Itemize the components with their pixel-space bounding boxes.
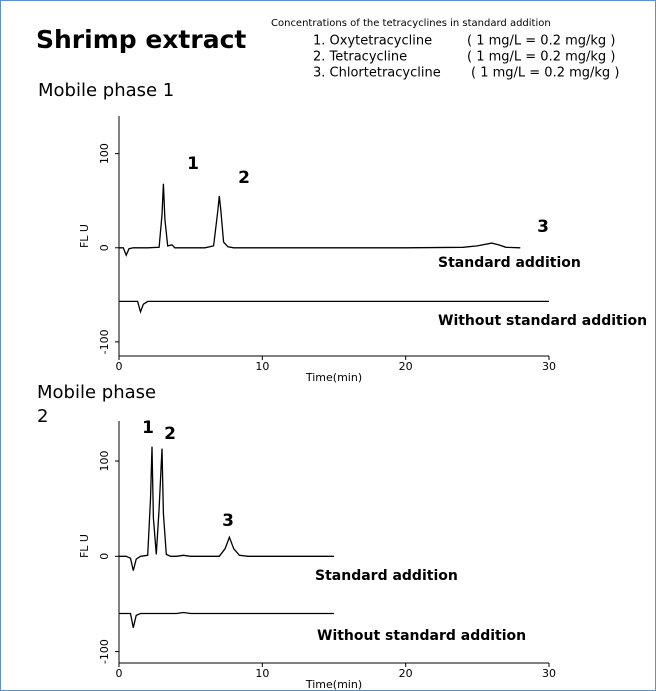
x-tick-label: 30 bbox=[542, 360, 556, 373]
compound-conc: ( 1 mg/L = 0.2 mg/kg ) bbox=[467, 34, 615, 49]
y-tick-label: 0 bbox=[98, 553, 111, 560]
peak-label: 3 bbox=[537, 217, 549, 237]
x-axis-label: Time(min) bbox=[305, 371, 362, 384]
compound-conc: ( 1 mg/L = 0.2 mg/kg ) bbox=[471, 66, 619, 81]
y-tick-label: 0 bbox=[98, 244, 111, 251]
x-tick-label: 10 bbox=[255, 360, 269, 373]
y-tick-label: 100 bbox=[98, 451, 111, 472]
peak-label: 2 bbox=[164, 424, 176, 444]
x-axis-label: Time(min) bbox=[305, 678, 362, 690]
y-axis-label: FL U bbox=[78, 534, 91, 558]
series-label: Without standard addition bbox=[317, 628, 526, 644]
peak-label: 1 bbox=[187, 154, 199, 174]
y-tick-label: -100 bbox=[98, 329, 111, 354]
figure-title: Shrimp extract bbox=[36, 25, 246, 54]
x-tick-label: 0 bbox=[116, 360, 123, 373]
compound-name: 2. Tetracycline bbox=[313, 50, 407, 65]
series-label: Without standard addition bbox=[438, 313, 647, 329]
y-tick-label: -100 bbox=[98, 639, 111, 664]
x-tick-label: 10 bbox=[255, 667, 269, 680]
x-tick-label: 30 bbox=[542, 667, 556, 680]
chart-title: Mobile phase 1 bbox=[38, 80, 174, 101]
trace bbox=[119, 446, 334, 571]
trace bbox=[119, 300, 549, 314]
y-axis-label: FL U bbox=[78, 224, 91, 248]
chart-title: Mobile phase 2 bbox=[37, 382, 157, 427]
peak-label: 3 bbox=[222, 511, 234, 531]
trace bbox=[119, 183, 521, 258]
peak-label: 2 bbox=[238, 168, 250, 188]
series-label: Standard addition bbox=[438, 255, 581, 271]
x-tick-label: 20 bbox=[399, 667, 413, 680]
x-tick-label: 20 bbox=[399, 360, 413, 373]
compound-name: 3. Chlortetracycline bbox=[313, 66, 441, 81]
series-label: Standard addition bbox=[315, 568, 458, 584]
y-tick-label: 100 bbox=[98, 143, 111, 164]
compound-name: 1. Oxytetracycline bbox=[313, 34, 432, 49]
x-tick-label: 0 bbox=[116, 667, 123, 680]
trace bbox=[119, 611, 334, 628]
peak-label: 1 bbox=[142, 418, 154, 438]
compound-conc: ( 1 mg/L = 0.2 mg/kg ) bbox=[467, 50, 615, 65]
note: Concentrations of the tetracyclines in s… bbox=[271, 18, 551, 29]
